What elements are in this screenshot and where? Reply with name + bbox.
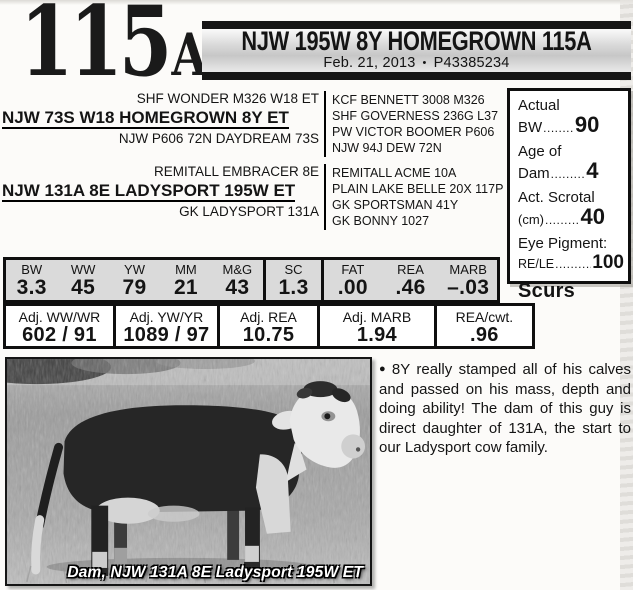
title-banner: NJW 195W 8Y HOMEGROWN 115A Feb. 21, 2013… <box>202 21 631 80</box>
scan-edge-top <box>0 0 633 5</box>
grandparent: PW VICTOR BOOMER P606 <box>332 125 495 139</box>
banner-subtitle: Feb. 21, 2013 • P43385234 <box>202 55 631 71</box>
epd-growth-group: BW 3.3 WW 45 YW 79 MM 21 M&G 43 <box>6 260 263 300</box>
epd-col-ww: WW 45 <box>70 262 96 299</box>
dot-leader: ........ <box>543 121 574 135</box>
epd-col-sc: SC 1.3 <box>278 262 309 299</box>
stats-box: Actual BW........ 90 Age of Dam......... 4… <box>507 88 631 302</box>
note-bullet-icon: ● <box>379 363 388 375</box>
adj-cell-wwwr: Adj. WW/WR 602 / 91 <box>18 309 101 346</box>
grandparent: GK SPORTSMAN 41Y <box>332 198 459 212</box>
grandparent: KCF BENNETT 3008 M326 <box>332 93 485 107</box>
bullet-separator: • <box>422 57 427 69</box>
stat-eye-pigment: Eye Pigment: RE/LE.......... 100 <box>518 235 624 274</box>
lot-number: 115 A <box>20 0 208 98</box>
adjusted-table: Adj. WW/WR 602 / 91 Adj. YW/YR 1089 / 97 A… <box>3 303 535 349</box>
stat-act-scrotal: Act. Scrotal (cm) ......... 40 <box>518 189 605 229</box>
registration-number: P43385234 <box>433 55 510 71</box>
dot-leader: ......... <box>550 167 586 181</box>
epd-col-bw: BW 3.3 <box>16 262 47 299</box>
scurs-label: Scurs <box>518 280 576 302</box>
dot-leader: ......... <box>545 213 580 227</box>
lot-number-suffix: A <box>171 21 208 89</box>
dam-column: REMITALL EMBRACER 8E NJW 131A 8E LADYSPO… <box>2 164 324 230</box>
grandparent: REMITALL ACME 10A <box>332 166 457 180</box>
grandparent: GK BONNY 1027 <box>332 214 430 228</box>
stat-value: 100 <box>592 252 624 273</box>
sire-column: SHF WONDER M326 W18 ET NJW 73S W18 HOMEG… <box>2 91 324 157</box>
sale-note: ● 8Y really stamped all of his calves and… <box>379 360 631 458</box>
lot-number-digits: 115 <box>20 0 172 98</box>
dam-sire: REMITALL EMBRACER 8E <box>153 164 319 179</box>
sire-name: NJW 73S W18 HOMEGROWN 8Y ET <box>2 108 289 129</box>
epd-col-mg: M&G 43 <box>222 262 253 299</box>
epd-col-yw: YW 79 <box>122 262 147 299</box>
grandparent: SHF GOVERNESS 236G L37 <box>332 109 499 123</box>
epd-col-fat: FAT .00 <box>337 262 368 299</box>
stat-value: 40 <box>580 204 605 229</box>
dam-dam: GK LADYSPORT 131A <box>179 204 319 219</box>
cow-photo-illustration <box>7 359 370 584</box>
dam-photo: Dam, NJW 131A 8E Ladysport 195W ET <box>5 357 372 586</box>
adj-cell-marb: Adj. MARB 1.94 <box>317 306 434 346</box>
birth-date: Feb. 21, 2013 <box>323 55 416 71</box>
stat-value: 4 <box>586 158 599 183</box>
grandparent: NJW 94J DEW 72N <box>332 141 442 155</box>
adj-cell-reacwt: REA/cwt. .96 <box>433 306 532 346</box>
photo-caption: Dam, NJW 131A 8E Ladysport 195W ET <box>67 564 363 581</box>
sire-sire: SHF WONDER M326 W18 ET <box>136 91 319 106</box>
epd-carcass-group: FAT .00 REA .46 MARB –.03 <box>324 260 497 300</box>
pedigree: SHF WONDER M326 W18 ET NJW 73S W18 HOMEG… <box>2 91 522 237</box>
dam-grandparents-column: REMITALL ACME 10A PLAIN LAKE BELLE 20X 1… <box>324 164 522 230</box>
epd-sc-group: SC 1.3 <box>263 260 324 300</box>
epd-table: BW 3.3 WW 45 YW 79 MM 21 M&G 43 SC 1.3 FAT .00 … <box>3 257 500 303</box>
sire-grandparents-column: KCF BENNETT 3008 M326 SHF GOVERNESS 236G… <box>324 91 505 157</box>
adj-cell-rea: Adj. REA 10.75 <box>216 306 317 346</box>
stat-value: 90 <box>574 112 600 137</box>
dam-name: NJW 131A 8E LADYSPORT 195W ET <box>2 181 296 202</box>
note-text: 8Y really stamped all of his calves and … <box>379 361 631 456</box>
stat-actual-bw: Actual BW........ 90 <box>518 97 600 137</box>
epd-col-rea: REA .46 <box>395 262 426 299</box>
stat-age-of-dam: Age of Dam......... 4 <box>518 143 599 183</box>
epd-col-marb: MARB –.03 <box>447 262 490 299</box>
dam-pedigree-group: REMITALL EMBRACER 8E NJW 131A 8E LADYSPO… <box>2 164 522 230</box>
epd-col-mm: MM 21 <box>173 262 198 299</box>
dot-leader: .......... <box>555 257 592 271</box>
sire-pedigree-group: SHF WONDER M326 W18 ET NJW 73S W18 HOMEG… <box>2 91 505 157</box>
sire-dam: NJW P606 72N DAYDREAM 73S <box>118 131 319 146</box>
animal-name-title: NJW 195W 8Y HOMEGROWN 115A <box>241 25 592 57</box>
adj-cell-ywyr: Adj. YW/YR 1089 / 97 <box>112 306 217 346</box>
grandparent: PLAIN LAKE BELLE 20X 117P 5B <box>332 182 522 196</box>
